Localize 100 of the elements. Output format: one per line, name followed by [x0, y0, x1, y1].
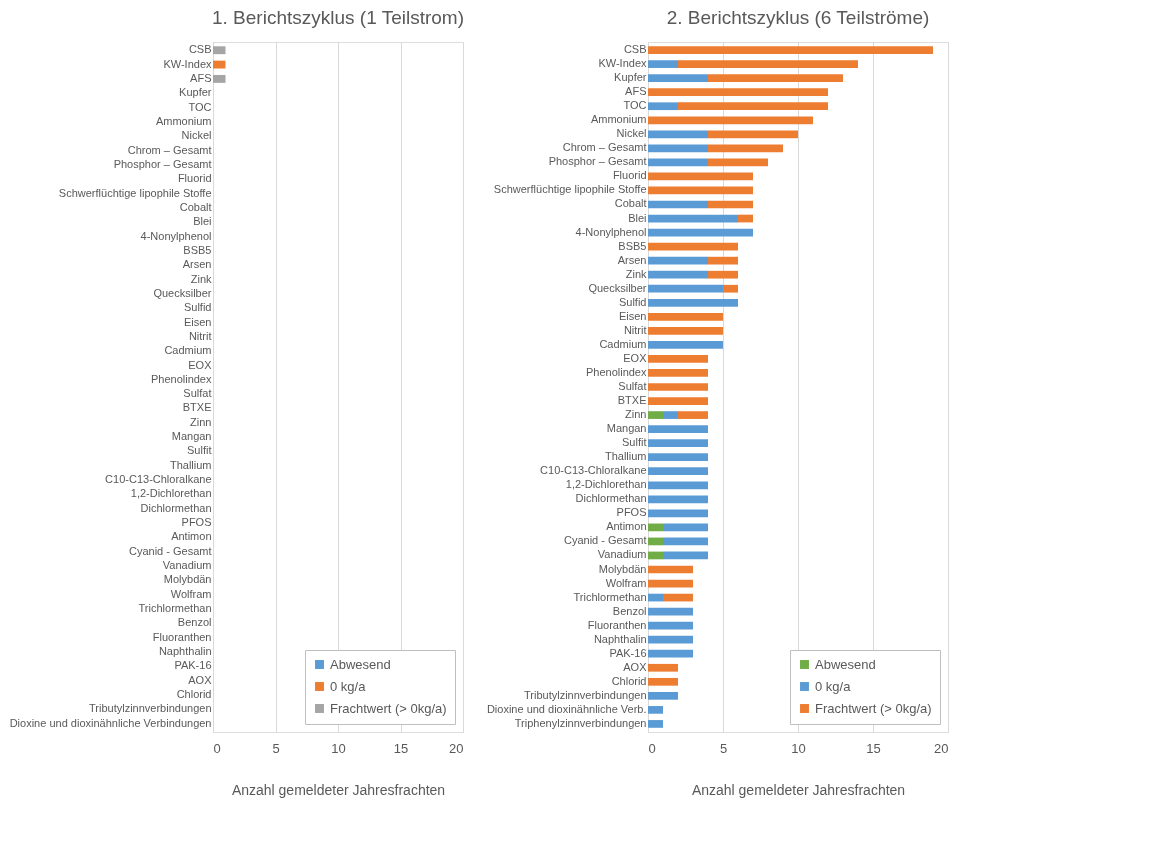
y-tick-label: Eisen — [618, 309, 647, 322]
y-tick-label: Zinn — [625, 408, 647, 421]
y-tick-label: BSB5 — [183, 243, 212, 256]
y-tick-label: Phosphor – Gesamt — [548, 155, 647, 168]
y-tick-label: Fluoranthen — [587, 618, 647, 631]
x-tick-label: 20 — [449, 740, 464, 756]
y-tick-label: BTXE — [182, 401, 212, 414]
y-tick-label: TOC — [188, 100, 212, 113]
y-tick-label: Cyanid - Gesamt — [128, 544, 212, 557]
y-tick-label: Ammonium — [155, 114, 212, 127]
chart-title: 1. Berichtszyklus (1 Teilstrom) — [212, 7, 464, 28]
y-tick-label: Benzol — [177, 616, 212, 629]
y-tick-label: Fluorid — [177, 172, 212, 185]
y-tick-label: Cobalt — [179, 200, 212, 213]
y-tick-label: AOX — [188, 673, 213, 686]
y-tick-label: Blei — [193, 215, 212, 228]
y-tick-label: Cobalt — [614, 197, 647, 210]
y-tick-label: Wolfram — [605, 576, 647, 589]
y-tick-label: Blei — [628, 211, 647, 224]
y-tick-label: Benzol — [612, 604, 647, 617]
x-tick-label: 15 — [866, 740, 881, 756]
y-tick-label: Kupfer — [614, 71, 647, 84]
legend-label: Frachtwert (> 0kg/a) — [815, 700, 932, 716]
y-tick-label: Nickel — [616, 127, 647, 140]
y-tick-label: Naphthalin — [158, 645, 212, 658]
y-tick-label: 1,2-Dichlorethan — [130, 487, 212, 500]
y-tick-label: Trichlormethan — [138, 602, 212, 615]
y-tick-label: Eisen — [183, 315, 212, 328]
y-tick-label: Fluorid — [612, 169, 647, 182]
y-tick-label: Quecksilber — [588, 281, 647, 294]
y-tick-label: Phenolindex — [150, 372, 212, 385]
y-tick-label: KW-Index — [163, 57, 212, 70]
y-tick-label: Chlorid — [611, 674, 647, 687]
y-tick-label: Sulfat — [618, 380, 647, 392]
y-tick-label: Chlorid — [176, 688, 212, 701]
y-tick-label: Cyanid - Gesamt — [563, 534, 647, 547]
y-tick-label: Thallium — [604, 450, 647, 463]
y-tick-label: Nitrit — [623, 323, 647, 336]
y-tick-label: TOC — [623, 99, 647, 112]
x-tick-label: 10 — [791, 740, 806, 756]
y-tick-label: Cadmium — [164, 344, 212, 357]
y-tick-label: Quecksilber — [153, 286, 212, 299]
y-tick-label: Zink — [625, 267, 647, 280]
legend-label: Abwesend — [330, 656, 391, 672]
y-tick-label: Sulfat — [183, 387, 212, 400]
x-tick-label: 0 — [213, 740, 221, 756]
y-tick-label: Mangan — [606, 422, 647, 435]
y-tick-label: Dioxine und dioxinähnliche Verb. — [486, 702, 647, 715]
y-tick-label: Antimon — [171, 530, 212, 543]
y-tick-label: 4-Nonylphenol — [575, 225, 647, 238]
y-tick-label: Mangan — [171, 430, 212, 443]
y-tick-label: PAK-16 — [174, 659, 212, 672]
legend-label: Frachtwert (> 0kg/a) — [330, 700, 447, 716]
y-tick-label: Sulfid — [618, 295, 647, 308]
y-tick-label: Sulfid — [183, 301, 212, 314]
y-tick-label: Thallium — [169, 458, 212, 471]
y-tick-label: Arsen — [182, 258, 212, 271]
y-tick-label: Zinn — [190, 415, 212, 428]
y-tick-label: Kupfer — [179, 86, 212, 99]
y-tick-label: Dichlormethan — [575, 492, 647, 505]
legend-label: Abwesend — [815, 656, 876, 672]
y-tick-label: Phosphor – Gesamt — [113, 157, 212, 170]
y-tick-label: EOX — [623, 351, 648, 364]
y-tick-label: KW-Index — [598, 57, 647, 70]
x-tick-label: 15 — [393, 740, 409, 756]
y-tick-label: Chrom – Gesamt — [562, 141, 647, 154]
y-tick-label: Nickel — [181, 129, 212, 142]
x-tick-label: 5 — [719, 740, 728, 756]
y-tick-label: Chrom – Gesamt — [127, 143, 212, 156]
y-tick-label: BSB5 — [618, 239, 647, 252]
y-tick-label: Vanadium — [597, 548, 647, 561]
y-tick-label: AFS — [190, 71, 212, 84]
y-tick-label: CSB — [623, 43, 647, 56]
y-tick-label: AOX — [623, 660, 648, 673]
y-tick-label: C10-C13-Chloralkane — [540, 464, 647, 477]
y-tick-label: BTXE — [617, 394, 647, 407]
x-axis-title: Anzahl gemeldeter Jahresfrachten — [231, 781, 446, 798]
y-tick-label: PAK-16 — [609, 646, 647, 659]
x-axis-title: Anzahl gemeldeter Jahresfrachten — [691, 781, 906, 798]
y-tick-label: EOX — [188, 358, 213, 371]
legend-label: 0 kg/a — [330, 678, 367, 694]
y-tick-label: Triphenylzinnverbindungen — [514, 716, 647, 729]
y-tick-label: CSB — [188, 43, 212, 56]
y-tick-label: Arsen — [617, 253, 647, 266]
legend-label: 0 kg/a — [815, 678, 852, 694]
y-tick-label: Vanadium — [162, 559, 212, 572]
y-tick-label: Ammonium — [590, 113, 647, 126]
y-tick-label: Tributylzinnverbindungen — [524, 688, 647, 701]
y-tick-label: 4-Nonylphenol — [140, 229, 212, 242]
y-tick-label: Naphthalin — [593, 632, 647, 645]
y-tick-label: AFS — [625, 85, 647, 98]
y-tick-label: Dichlormethan — [140, 501, 212, 514]
chart-title: 2. Berichtszyklus (6 Teilströme) — [666, 7, 930, 28]
y-tick-label: Antimon — [606, 520, 647, 533]
x-tick-label: 20 — [934, 740, 949, 756]
y-tick-label: 1,2-Dichlorethan — [565, 478, 647, 491]
y-tick-label: Molybdän — [598, 562, 647, 575]
y-tick-label: PFOS — [616, 506, 647, 519]
y-tick-label: C10-C13-Chloralkane — [105, 473, 212, 486]
y-tick-label: PFOS — [181, 516, 212, 529]
